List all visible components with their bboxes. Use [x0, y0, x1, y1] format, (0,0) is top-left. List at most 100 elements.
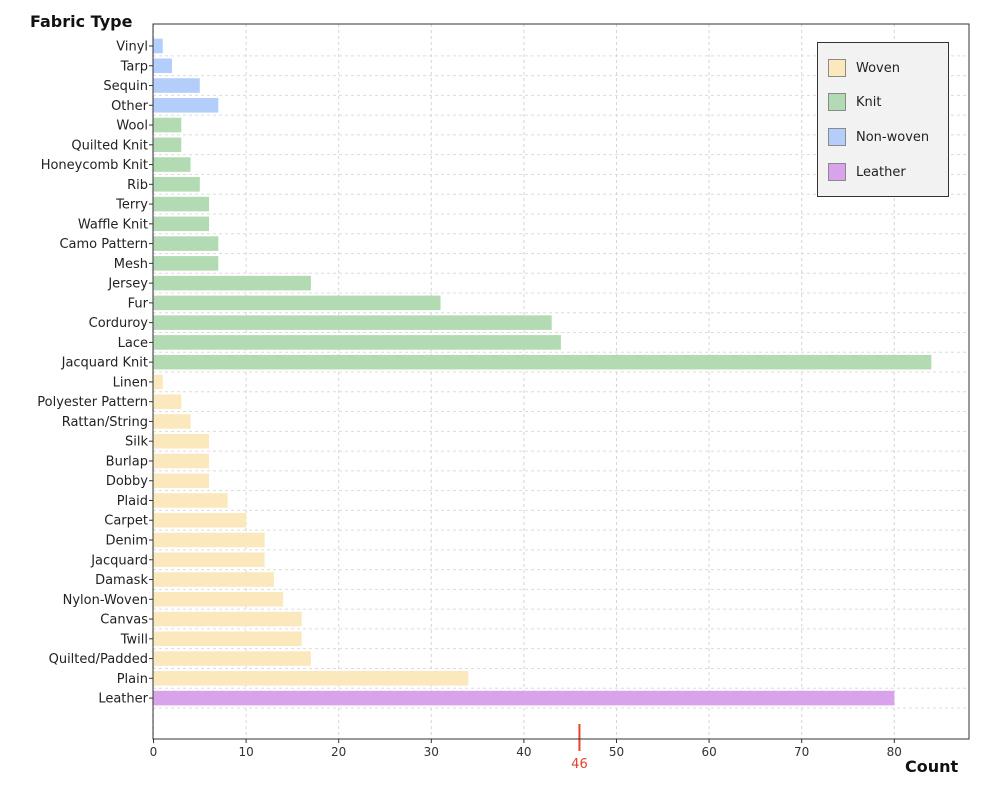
bar: [153, 236, 219, 251]
y-tick-label: Plain: [117, 672, 148, 687]
bar: [153, 532, 265, 548]
x-tick-label: 0: [150, 745, 158, 759]
bar: [153, 394, 182, 409]
bar: [153, 58, 173, 74]
bars: [153, 38, 932, 706]
x-tick-label: 10: [238, 745, 253, 759]
value-marker: 46: [571, 724, 588, 772]
y-tick-label: Rib: [127, 178, 148, 193]
bar: [153, 651, 311, 666]
y-tick-label: Quilted Knit: [71, 138, 148, 153]
bar: [153, 473, 210, 489]
y-tick-label: Plaid: [117, 494, 148, 509]
legend-item-woven: Woven: [828, 58, 900, 78]
y-tick-label: Corduroy: [89, 316, 149, 331]
y-tick-label: Mesh: [114, 257, 148, 272]
x-axis-title: Count: [905, 757, 959, 776]
bar: [153, 157, 191, 172]
y-tick-label: Tarp: [120, 59, 148, 74]
bar: [153, 295, 441, 311]
y-tick-label: Vinyl: [116, 40, 148, 55]
bar: [153, 552, 265, 568]
y-tick-label: Wool: [116, 119, 148, 134]
y-tick-label: Dobby: [106, 474, 148, 489]
y-tick-label: Leather: [98, 692, 148, 707]
legend-swatch-woven: [828, 59, 846, 77]
y-tick-label: Linen: [113, 375, 148, 390]
grid-lines: [153, 24, 969, 739]
legend-item-non-woven: Non-woven: [828, 127, 929, 147]
x-tick-label: 20: [331, 745, 346, 759]
y-tick-label: Silk: [125, 435, 148, 450]
plot-frame: [152, 23, 970, 740]
bar: [153, 671, 469, 686]
y-tick-label: Jacquard: [90, 553, 148, 568]
bar: [153, 97, 219, 113]
bar: [153, 690, 895, 706]
y-tick-label: Terry: [115, 198, 148, 213]
bar: [153, 256, 219, 271]
y-tick-label: Nylon-Woven: [63, 593, 148, 608]
legend-swatch-leather: [828, 163, 846, 181]
y-tick-label: Jersey: [107, 277, 148, 292]
bar: [153, 216, 210, 232]
bar: [153, 374, 163, 390]
y-tick-label: Quilted/Padded: [49, 652, 148, 667]
y-tick-label: Lace: [118, 336, 148, 351]
y-tick-label: Carpet: [104, 514, 148, 529]
y-tick-label: Sequin: [103, 79, 148, 94]
x-tick-label: 50: [609, 745, 624, 759]
bar: [153, 611, 302, 627]
legend-label-woven: Woven: [856, 60, 900, 76]
y-tick-label: Fur: [128, 296, 149, 311]
y-tick-label: Jacquard Knit: [61, 356, 148, 371]
bar: [153, 493, 228, 508]
y-tick-label: Denim: [105, 534, 148, 549]
bar: [153, 512, 247, 528]
y-axis-ticks: Vinyl Tarp Sequin Other Wool Quilted Knit Hone…: [37, 40, 153, 707]
y-tick-label: Polyester Pattern: [37, 395, 148, 410]
bar: [153, 315, 552, 330]
x-axis-ticks: 0 10 20 30 40 50 60 70 80: [150, 739, 902, 759]
bar: [153, 433, 210, 449]
y-axis-title: Fabric Type: [30, 12, 133, 31]
bar: [153, 177, 200, 192]
bar: [153, 196, 210, 212]
legend-swatch-knit: [828, 93, 846, 111]
y-tick-label: Honeycomb Knit: [41, 158, 148, 173]
y-tick-label: Waffle Knit: [78, 217, 148, 232]
legend-label-non-woven: Non-woven: [856, 129, 930, 145]
bar: [153, 453, 210, 469]
x-tick-label: 80: [887, 745, 902, 759]
x-tick-label: 60: [701, 745, 716, 759]
legend: Woven Knit Non-woven Leather: [817, 42, 949, 197]
bar: [153, 117, 182, 133]
bar: [153, 572, 274, 587]
legend-label-leather: Leather: [856, 164, 906, 180]
bar: [153, 38, 163, 54]
y-tick-label: Burlap: [106, 454, 148, 469]
y-tick-label: Camo Pattern: [59, 237, 148, 252]
bar: [153, 275, 311, 291]
bar: [153, 137, 182, 153]
bar: [153, 354, 932, 370]
bar: [153, 631, 302, 647]
marker-label: 46: [571, 757, 588, 772]
x-tick-label: 30: [424, 745, 439, 759]
x-tick-label: 40: [516, 745, 531, 759]
y-tick-label: Twill: [120, 632, 148, 647]
y-tick-label: Rattan/String: [62, 415, 148, 430]
bar: [153, 335, 561, 350]
legend-item-leather: Leather: [828, 162, 906, 182]
y-tick-label: Damask: [95, 573, 148, 588]
y-tick-label: Canvas: [100, 613, 148, 628]
legend-label-knit: Knit: [856, 94, 882, 110]
y-tick-label: Other: [111, 99, 149, 114]
legend-swatch-non-woven: [828, 128, 846, 146]
x-tick-label: 70: [794, 745, 809, 759]
bar: [153, 414, 191, 429]
bar: [153, 591, 284, 607]
bar: [153, 78, 200, 93]
legend-item-knit: Knit: [828, 92, 881, 112]
